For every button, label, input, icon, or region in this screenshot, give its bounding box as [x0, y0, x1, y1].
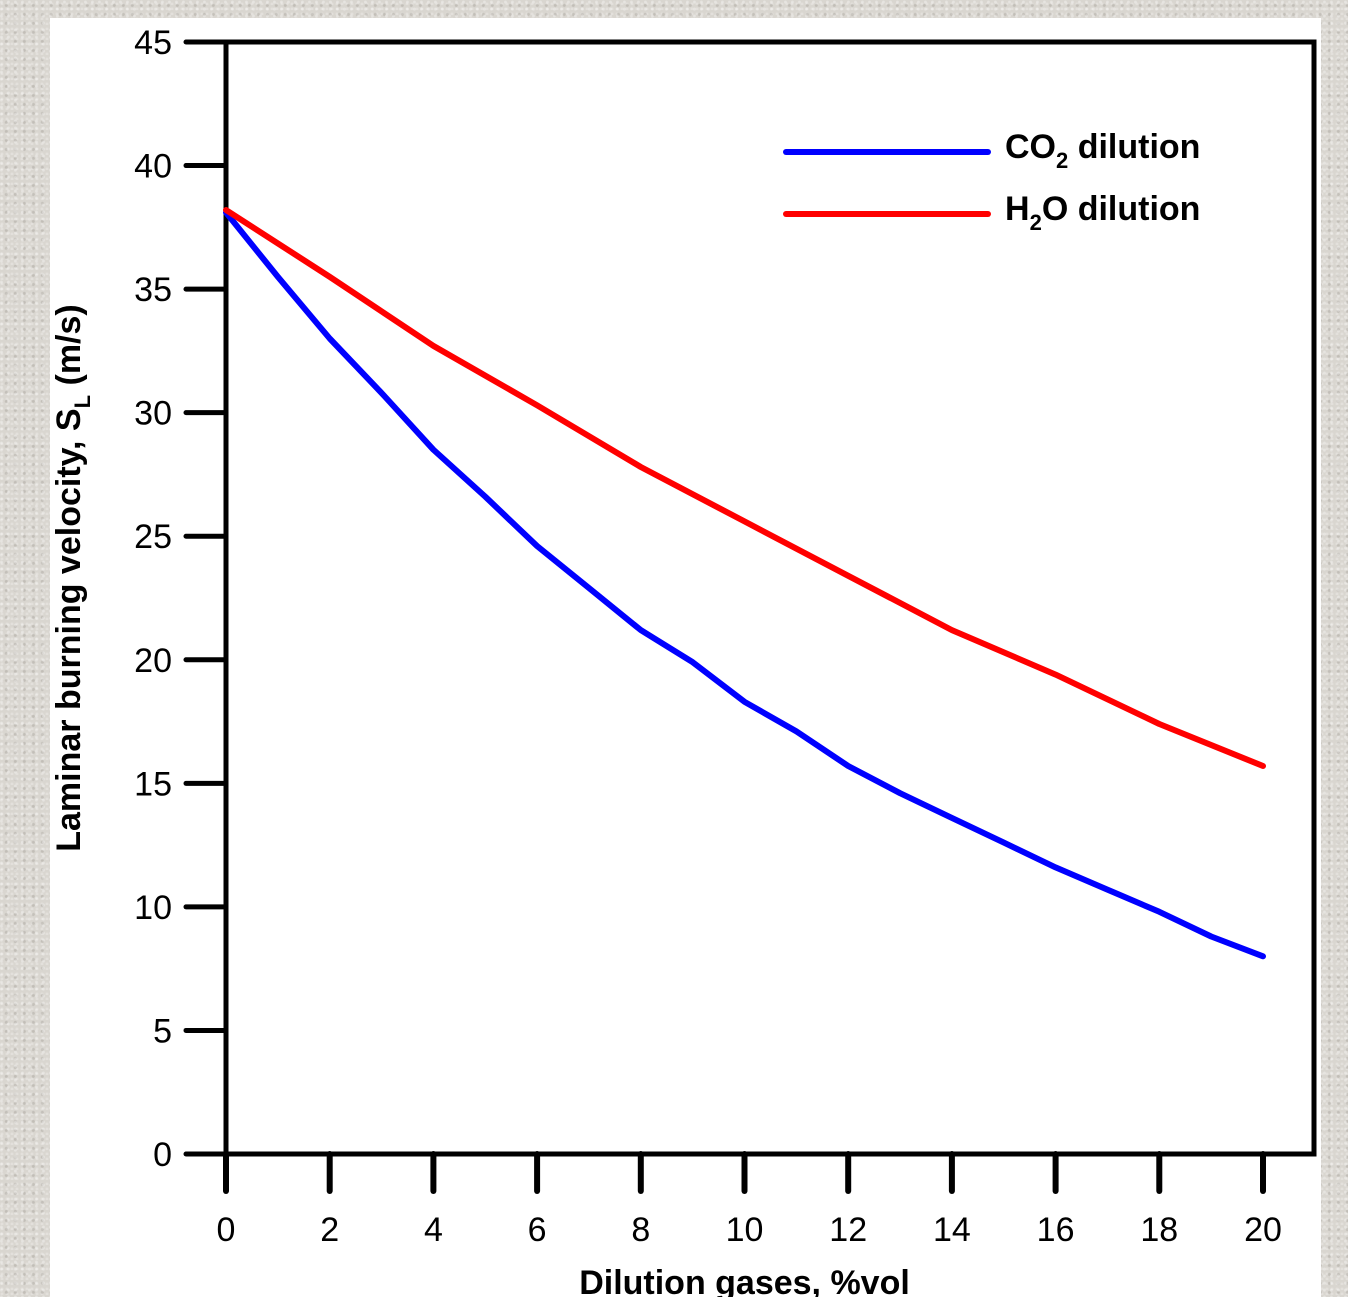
chart-panel: 0 5 10 15 20 25 30 35 40 45 0 2 4 6 8 10 12 14 16 18 20 CO2… — [50, 18, 1321, 1297]
x-tick-label: 18 — [1140, 1211, 1178, 1249]
y-axis-ticks: 0 5 10 15 20 25 30 35 40 45 — [134, 24, 229, 1174]
legend-label: H2O dilution — [1005, 190, 1200, 235]
y-tick-label: 15 — [134, 765, 172, 803]
x-tick-label: 4 — [424, 1211, 443, 1249]
x-tick-label: 10 — [726, 1211, 764, 1249]
x-axis-title: Dilution gases, %vol — [579, 1264, 910, 1297]
series-line-co2 — [223, 209, 1266, 960]
plot-border — [223, 39, 1317, 1157]
y-tick-label: 40 — [134, 148, 172, 186]
y-tick-label: 45 — [134, 24, 172, 62]
x-tick-label: 0 — [217, 1211, 236, 1249]
y-tick-label: 0 — [153, 1136, 172, 1174]
legend: CO2 dilution H2O dilution — [783, 128, 1200, 235]
x-axis-ticks: 0 2 4 6 8 10 12 14 16 18 20 — [217, 1151, 1282, 1249]
x-tick-label: 20 — [1244, 1211, 1282, 1249]
x-tick-label: 16 — [1037, 1211, 1075, 1249]
x-tick-label: 6 — [528, 1211, 547, 1249]
y-axis-title-subscript: L — [70, 395, 95, 408]
line-chart: 0 5 10 15 20 25 30 35 40 45 0 2 4 6 8 10 12 14 16 18 20 CO2… — [50, 24, 1317, 1297]
y-tick-label: 35 — [134, 271, 172, 309]
plot-frame — [223, 39, 1317, 1157]
series-line-h2o — [223, 207, 1266, 769]
y-tick-label: 25 — [134, 518, 172, 556]
x-tick-label: 14 — [933, 1211, 971, 1249]
y-axis-title: Laminar burning velocity, SL (m/s) — [50, 304, 95, 852]
y-tick-label: 5 — [153, 1012, 172, 1050]
y-tick-label: 30 — [134, 395, 172, 433]
series-lines — [223, 207, 1266, 960]
y-axis-title-unit: (m/s) — [50, 304, 88, 395]
legend-label: CO2 dilution — [1005, 128, 1200, 173]
y-tick-label: 20 — [134, 642, 172, 680]
x-tick-label: 8 — [631, 1211, 650, 1249]
x-tick-label: 12 — [829, 1211, 867, 1249]
y-axis-title-main: Laminar burning velocity, S — [50, 408, 88, 851]
x-tick-label: 2 — [320, 1211, 339, 1249]
y-tick-label: 10 — [134, 889, 172, 927]
